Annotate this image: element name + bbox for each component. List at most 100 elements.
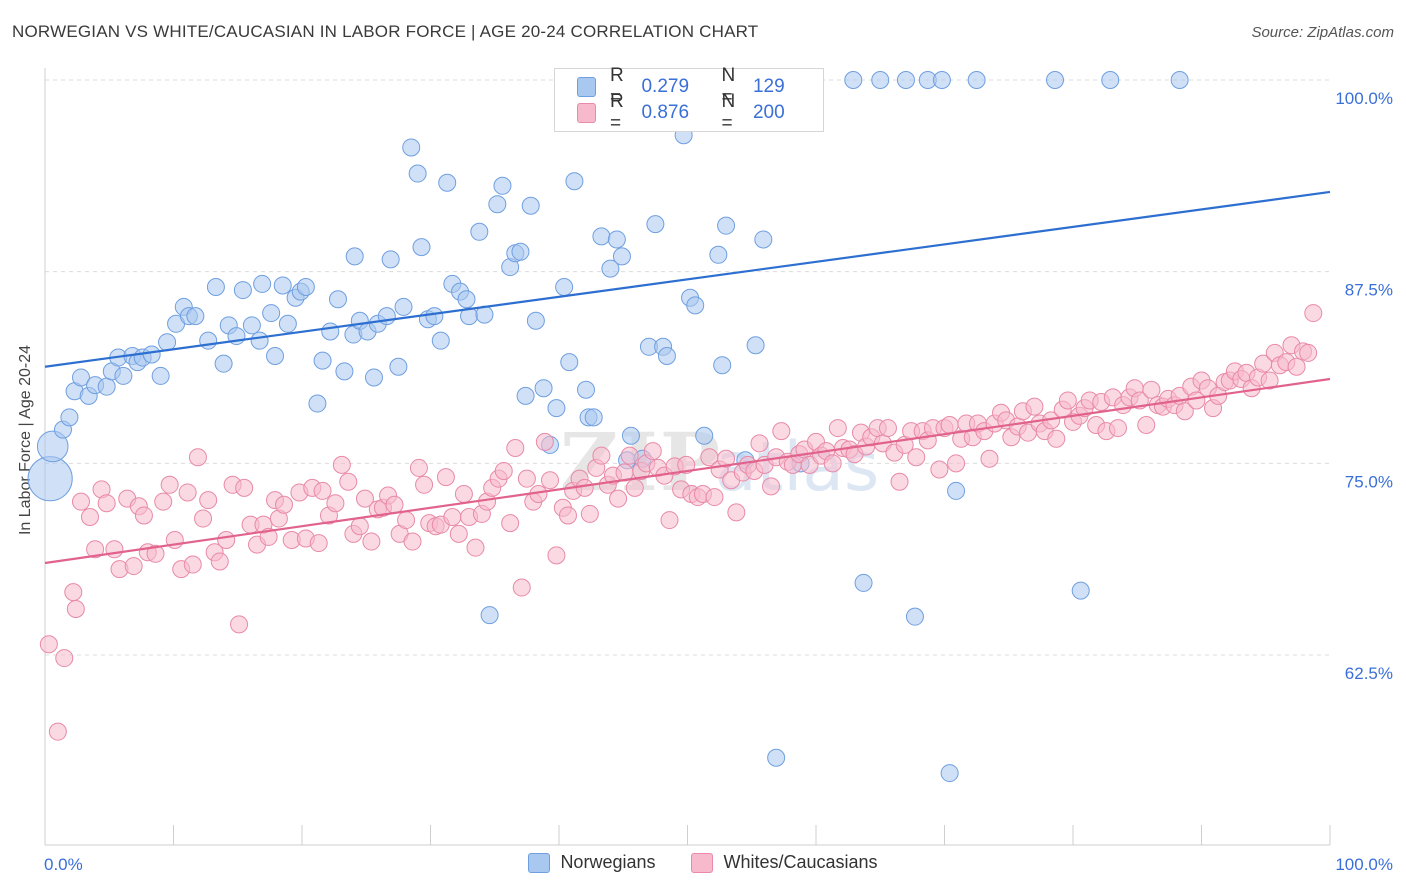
norwegian-point [408,164,427,183]
white-point [48,722,67,741]
norwegian-point [364,368,383,387]
norwegian-point [151,366,170,385]
norwegian-point [521,196,540,215]
white-point [415,475,434,494]
white-point [575,478,594,497]
norwegian-point [526,311,545,330]
legend-r-value: 0.279 [641,76,690,97]
norwegian-point [97,377,116,396]
norwegian-point [233,281,252,300]
series-legend-norwegians[interactable]: Norwegians [528,852,655,873]
white-point [66,600,85,618]
white-point [1137,416,1156,434]
norwegian-point [493,176,512,195]
white-point [86,540,105,559]
legend-row-norwegians: R = 0.279 N = 129 [577,65,823,108]
norwegian-point [394,297,413,316]
white-point [309,534,328,553]
source-label: Source: ZipAtlas.com [1251,24,1394,41]
norwegian-point [480,606,499,625]
norwegian-point [940,764,959,783]
norwegian-point [657,347,676,365]
white-point [980,449,999,468]
norwegian-point [253,274,272,293]
white-point [449,524,468,543]
norwegian-point [534,379,553,398]
norwegian-point [431,331,450,350]
white-point [146,544,165,563]
norwegian-point [511,242,530,261]
white-point [443,508,462,526]
norwegian-point [71,368,90,387]
series-legend-whites[interactable]: Whites/Caucasians [691,852,878,873]
norwegian-point [967,71,986,89]
norwegian-point [516,386,535,405]
white-point [947,454,966,473]
white-point [409,458,428,477]
norwegian-point [612,247,631,266]
white-point [64,583,83,602]
white-point [535,432,554,451]
norwegian-point [560,353,579,372]
white-point [362,532,381,551]
white-point [339,472,358,491]
white-point [154,492,173,511]
white-point [940,416,959,434]
white-point [1142,380,1161,399]
white-point [1108,419,1127,438]
white-point [609,489,628,508]
white-point [762,477,781,496]
white-point [403,532,422,551]
norwegian-point [308,394,327,413]
series-label-norwegians: Norwegians [560,852,656,872]
white-point [727,503,746,522]
white-point [188,448,207,467]
white-point [97,494,116,513]
norwegian-point [27,456,73,502]
norwegian-point [646,215,665,234]
white-point [235,478,254,497]
norwegian-point [273,276,292,295]
legend-n-value: 200 [752,102,785,123]
norwegian-point [250,331,269,350]
white-point [1025,397,1044,416]
chart-title: NORWEGIAN VS WHITE/CAUCASIAN IN LABOR FO… [12,22,759,41]
white-point [643,442,662,461]
norwegian-point [947,481,966,500]
norwegian-point [457,290,476,309]
norwegian-point [746,336,765,355]
legend-row-whites: R = 0.876 N = 200 [577,91,823,134]
legend-r-label: R = [609,65,624,108]
white-point [828,419,847,438]
norwegian-point [114,366,133,385]
white-point [660,511,679,530]
white-point [878,419,897,438]
x-tick-label: 100.0% [1335,855,1393,874]
white-point [506,439,525,457]
white-point [397,511,416,530]
white-point [210,552,229,571]
stats-legend: R = 0.279 N = 129 R = 0.876 N = 200 [554,65,824,134]
white-point [385,495,404,514]
white-point [124,557,143,576]
norwegian-point [686,296,705,315]
white-point [1058,391,1077,410]
white-point [705,488,724,507]
norwegian-point [199,331,218,350]
norwegian-point [695,426,714,445]
white-point [930,460,949,479]
norwegian-point [412,238,431,257]
norwegian-point [1101,71,1120,89]
white-point [1299,343,1318,362]
norwegian-point [547,399,566,418]
norwegian-point [601,259,620,278]
white-point [183,555,202,574]
y-tick-label: 87.5% [1345,281,1393,300]
norwegian-point [142,345,161,364]
legend-n-label: N = [721,91,736,134]
white-point [275,495,294,514]
norwegian-point [1046,71,1065,89]
norwegian-point [576,380,595,399]
white-point [547,546,566,565]
white-point [80,508,99,526]
